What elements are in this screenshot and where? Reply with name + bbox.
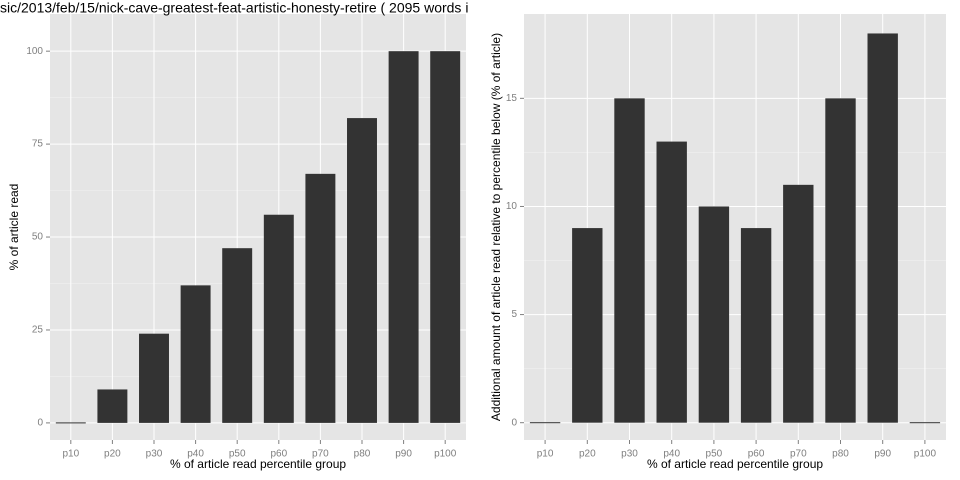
x-tick-label: p50 <box>229 449 246 460</box>
bar <box>97 389 128 423</box>
y-tick-label: 50 <box>32 232 44 243</box>
bar <box>614 98 645 423</box>
bar <box>388 51 419 423</box>
y-tick-label: 0 <box>511 417 517 428</box>
x-tick-label: p100 <box>434 449 457 460</box>
x-tick-label: p10 <box>537 449 554 460</box>
x-tick-label: p90 <box>874 449 891 460</box>
bar <box>825 98 856 423</box>
y-tick-label: 10 <box>506 201 518 212</box>
chart-title: sic/2013/feb/15/nick-cave-greatest-feat-… <box>0 0 468 16</box>
y-axis-title: % of article read <box>7 184 21 271</box>
x-tick-label: p70 <box>790 449 807 460</box>
bar <box>139 333 169 423</box>
x-tick-label: p100 <box>914 449 937 460</box>
y-tick-label: 100 <box>26 46 43 57</box>
x-tick-label: p30 <box>146 449 163 460</box>
y-tick-label: 0 <box>37 418 43 429</box>
x-axis-title: % of article read percentile group <box>647 457 823 471</box>
x-tick-label: p80 <box>354 449 371 460</box>
y-axis-title: Additional amount of article read relati… <box>489 33 503 421</box>
bar <box>529 422 561 424</box>
y-tick-label: 5 <box>511 309 517 320</box>
x-tick-label: p10 <box>62 449 79 460</box>
x-tick-label: p90 <box>395 449 412 460</box>
bar <box>867 33 898 423</box>
x-tick-label: p20 <box>579 449 596 460</box>
y-tick-label: 15 <box>506 93 518 104</box>
x-tick-label: p70 <box>312 449 329 460</box>
bar <box>698 206 730 423</box>
x-tick-label: p20 <box>104 449 121 460</box>
bar <box>55 422 86 424</box>
bar <box>909 422 941 424</box>
bar <box>740 228 772 423</box>
y-tick-label: 25 <box>32 325 44 336</box>
bar <box>180 285 211 423</box>
x-tick-label: p30 <box>621 449 638 460</box>
bar <box>572 228 603 423</box>
bar <box>305 173 336 423</box>
x-tick-label: p60 <box>270 449 287 460</box>
x-tick-label: p40 <box>187 449 204 460</box>
x-tick-label: p60 <box>748 449 765 460</box>
bar <box>222 248 253 423</box>
y-tick-label: 75 <box>32 139 44 150</box>
bar <box>656 141 687 423</box>
bar <box>263 214 294 423</box>
x-tick-label: p40 <box>663 449 680 460</box>
bar <box>430 51 461 423</box>
x-axis-title: % of article read percentile group <box>170 457 346 471</box>
x-tick-label: p80 <box>832 449 849 460</box>
bar <box>347 118 377 423</box>
x-tick-label: p50 <box>706 449 723 460</box>
bar <box>783 184 814 423</box>
